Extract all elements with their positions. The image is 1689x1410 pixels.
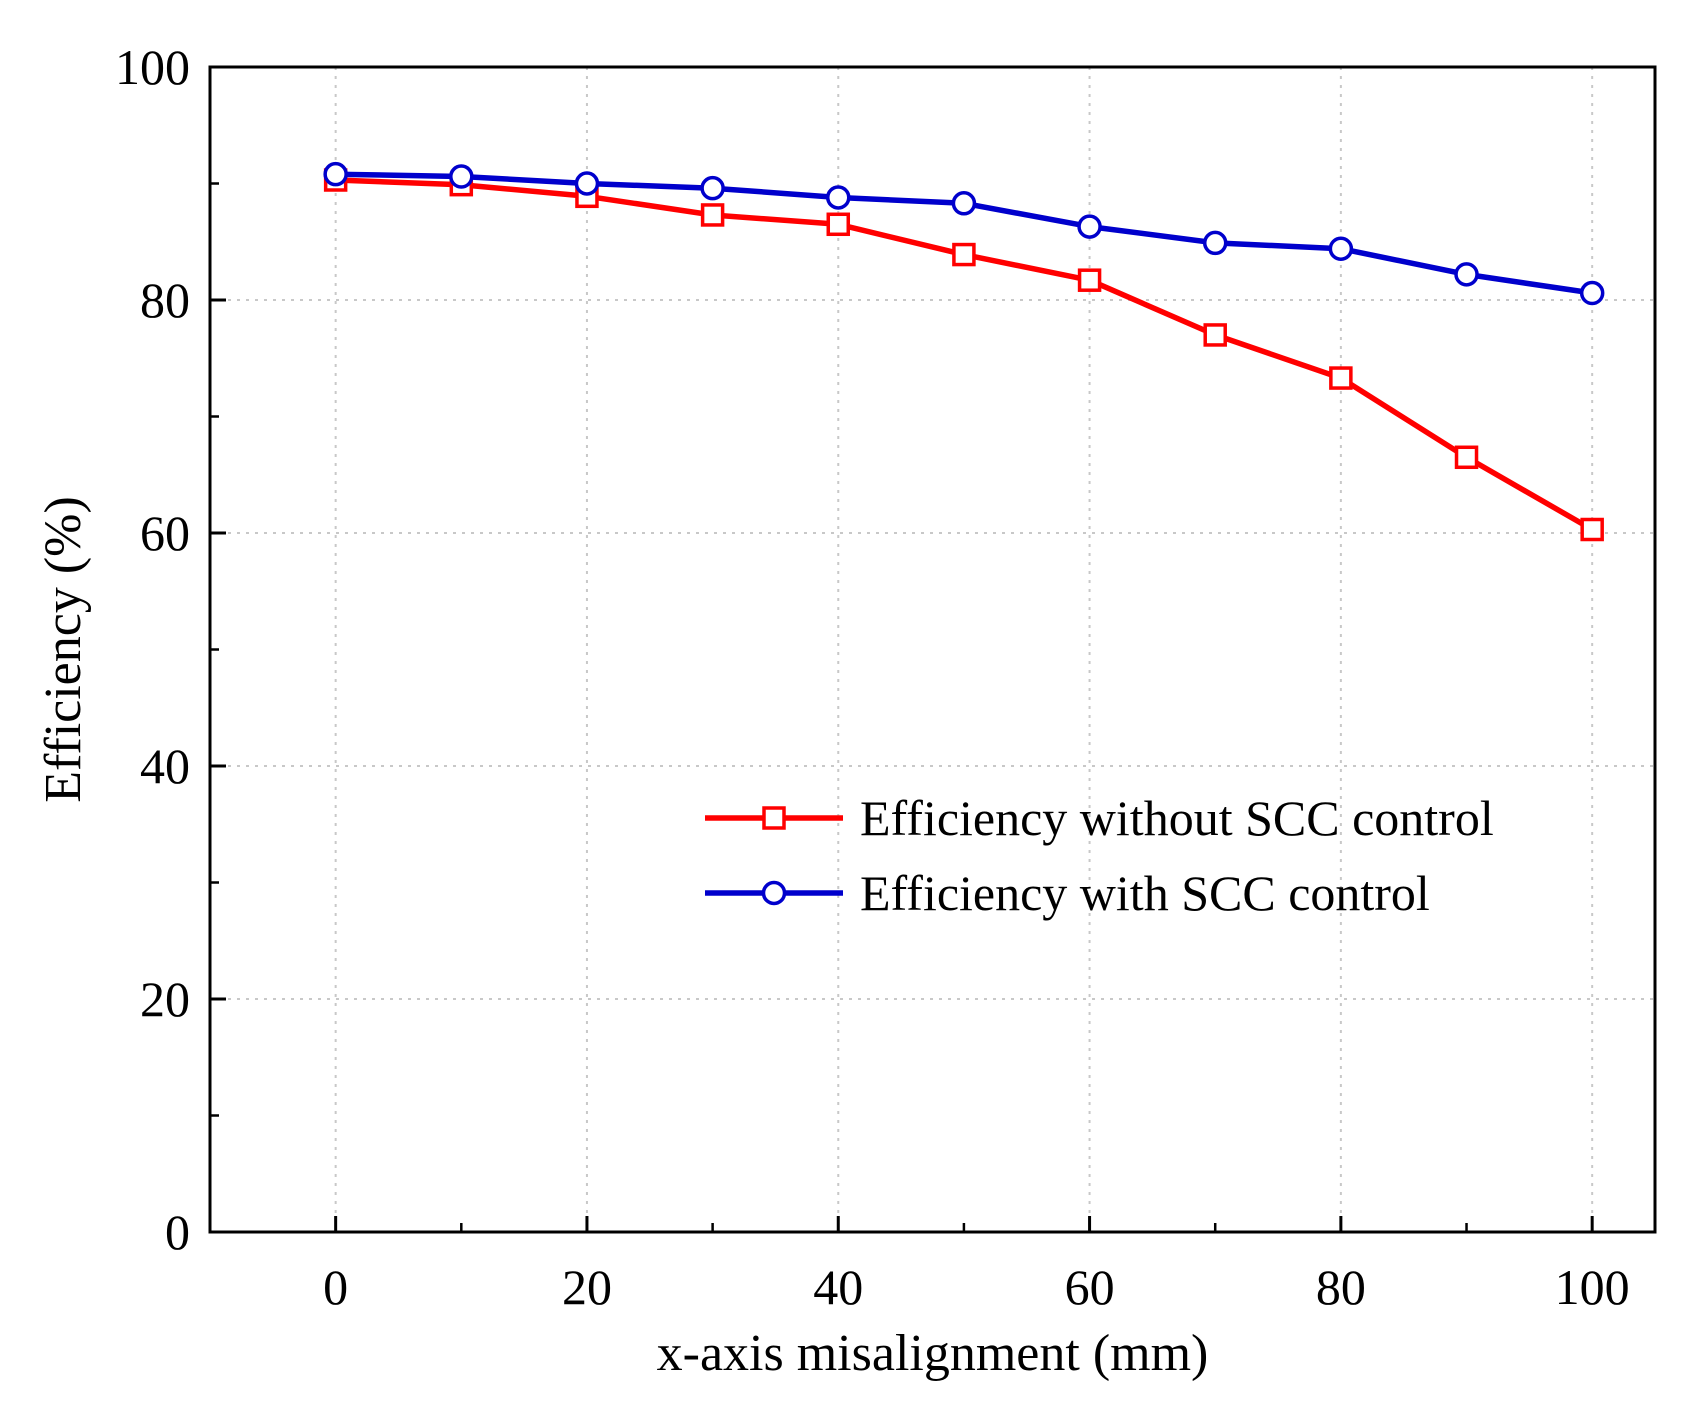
x-tick-label: 20	[562, 1259, 612, 1315]
data-point	[1329, 366, 1353, 390]
y-tick-label: 0	[165, 1204, 190, 1260]
data-point	[1579, 280, 1605, 306]
y-tick-label: 100	[115, 39, 190, 95]
x-tick-label: 60	[1065, 1259, 1115, 1315]
plot-frame	[208, 65, 1657, 1234]
data-point	[449, 164, 474, 189]
legend: Efficiency without SCC control Efficiency…	[705, 790, 1494, 921]
x-tick-label: 40	[813, 1259, 863, 1315]
x-tick-label: 80	[1316, 1259, 1366, 1315]
y-tick-label: 60	[140, 505, 190, 561]
data-point	[700, 203, 725, 227]
legend-entry-2: Efficiency with SCC control	[705, 865, 1430, 921]
legend-label: Efficiency without SCC control	[860, 790, 1494, 846]
data-point	[826, 212, 851, 237]
data-point	[1077, 214, 1102, 239]
y-tick-label: 20	[140, 971, 190, 1027]
axes: 0 20 40 60 80 100 0 20 40 60 80 100 x-axis misalignm…	[35, 39, 1657, 1382]
data-point	[1202, 230, 1228, 256]
y-tick-label: 40	[140, 738, 190, 794]
series-2	[323, 161, 1605, 306]
x-axis-title: x-axis misalignment (mm)	[657, 1325, 1209, 1382]
data-point	[1454, 262, 1479, 287]
data-point	[952, 242, 976, 267]
grid-lines	[210, 67, 1655, 1232]
y-axis-title: Efficiency (%)	[35, 496, 92, 803]
data-point	[1454, 445, 1479, 470]
y-tick-label: 80	[140, 272, 190, 328]
legend-label: Efficiency with SCC control	[860, 865, 1430, 921]
data-point	[1203, 323, 1227, 347]
data-point	[700, 175, 725, 201]
data-point	[1580, 517, 1604, 542]
series-line	[335, 177, 1594, 532]
data-point	[826, 185, 851, 210]
x-tick-label: 0	[323, 1259, 348, 1315]
data-point	[1077, 268, 1102, 292]
data-series	[323, 161, 1605, 542]
series-1	[323, 168, 1604, 542]
legend-marker	[762, 806, 786, 830]
x-tick-label: 100	[1555, 1259, 1630, 1315]
legend-marker	[761, 880, 787, 906]
data-point	[951, 191, 977, 216]
data-point	[574, 171, 600, 196]
data-point	[323, 161, 348, 187]
data-point	[1328, 236, 1354, 261]
legend-entry-1: Efficiency without SCC control	[705, 790, 1494, 846]
